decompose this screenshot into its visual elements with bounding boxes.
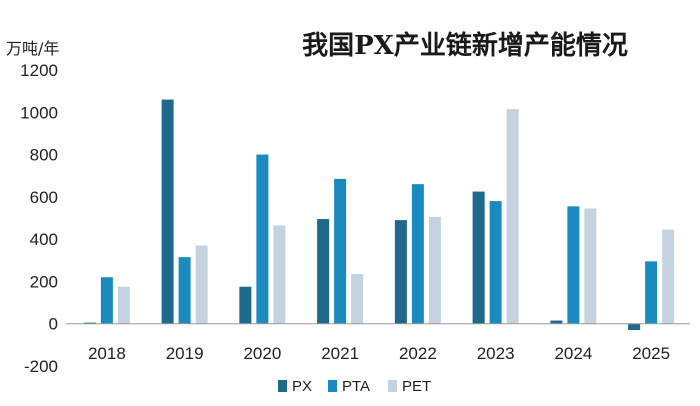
bar-px-2021 [317,219,330,324]
legend: PX PTA PET [278,378,431,395]
y-tick-label: 800 [30,146,58,165]
x-category-label: 2019 [166,344,204,363]
bar-px-2018 [83,322,96,324]
y-tick-label: 0 [49,315,58,334]
y-tick-labels: 1200 1000 800 600 400 200 0 -200 [20,61,58,376]
y-tick-label: -200 [24,357,58,376]
legend-label-px: PX [292,378,312,395]
bar-pta-2021 [334,178,347,324]
legend-swatch-px [278,380,287,392]
y-axis-unit-label: 万吨/年 [6,39,59,58]
bar-px-2022 [394,220,407,324]
y-tick-label: 200 [30,272,58,291]
bar-pta-2023 [489,201,502,324]
bar-px-2024 [550,320,563,324]
legend-swatch-pet [388,380,397,392]
bar-pet-2023 [506,109,519,324]
x-category-label: 2025 [632,344,670,363]
bar-pet-2019 [195,245,208,324]
bar-px-2025 [628,323,641,331]
x-category-label: 2024 [554,344,592,363]
bar-pta-2020 [256,154,269,324]
x-category-labels: 2018 2019 2020 2021 2022 2023 2024 2025 [88,344,670,363]
x-category-label: 2023 [477,344,515,363]
x-category-label: 2020 [243,344,281,363]
bar-pta-2019 [178,257,191,324]
bar-pet-2021 [351,274,364,324]
x-category-label: 2018 [88,344,126,363]
bar-pta-2018 [100,277,113,324]
chart-title: 我国PX产业链新增产能情况 [302,30,628,61]
legend-label-pta: PTA [342,378,370,395]
bar-px-2019 [161,99,174,324]
legend-swatch-pta [328,380,337,392]
bar-px-2023 [472,191,485,324]
y-tick-label: 1200 [20,61,58,80]
x-category-label: 2022 [399,344,437,363]
bars [83,99,675,331]
legend-label-pet: PET [402,378,431,395]
y-tick-label: 400 [30,230,58,249]
bar-pta-2025 [645,261,658,324]
bar-pta-2022 [411,184,424,324]
bar-pet-2022 [428,216,441,324]
x-category-label: 2021 [321,344,359,363]
bar-pet-2025 [662,229,675,324]
bar-pta-2024 [567,206,580,324]
bar-pet-2020 [273,225,286,324]
y-tick-label: 1000 [20,103,58,122]
y-tick-label: 600 [30,188,58,207]
bar-px-2020 [239,286,252,324]
bar-pet-2018 [117,286,130,324]
bar-pet-2024 [584,208,597,324]
